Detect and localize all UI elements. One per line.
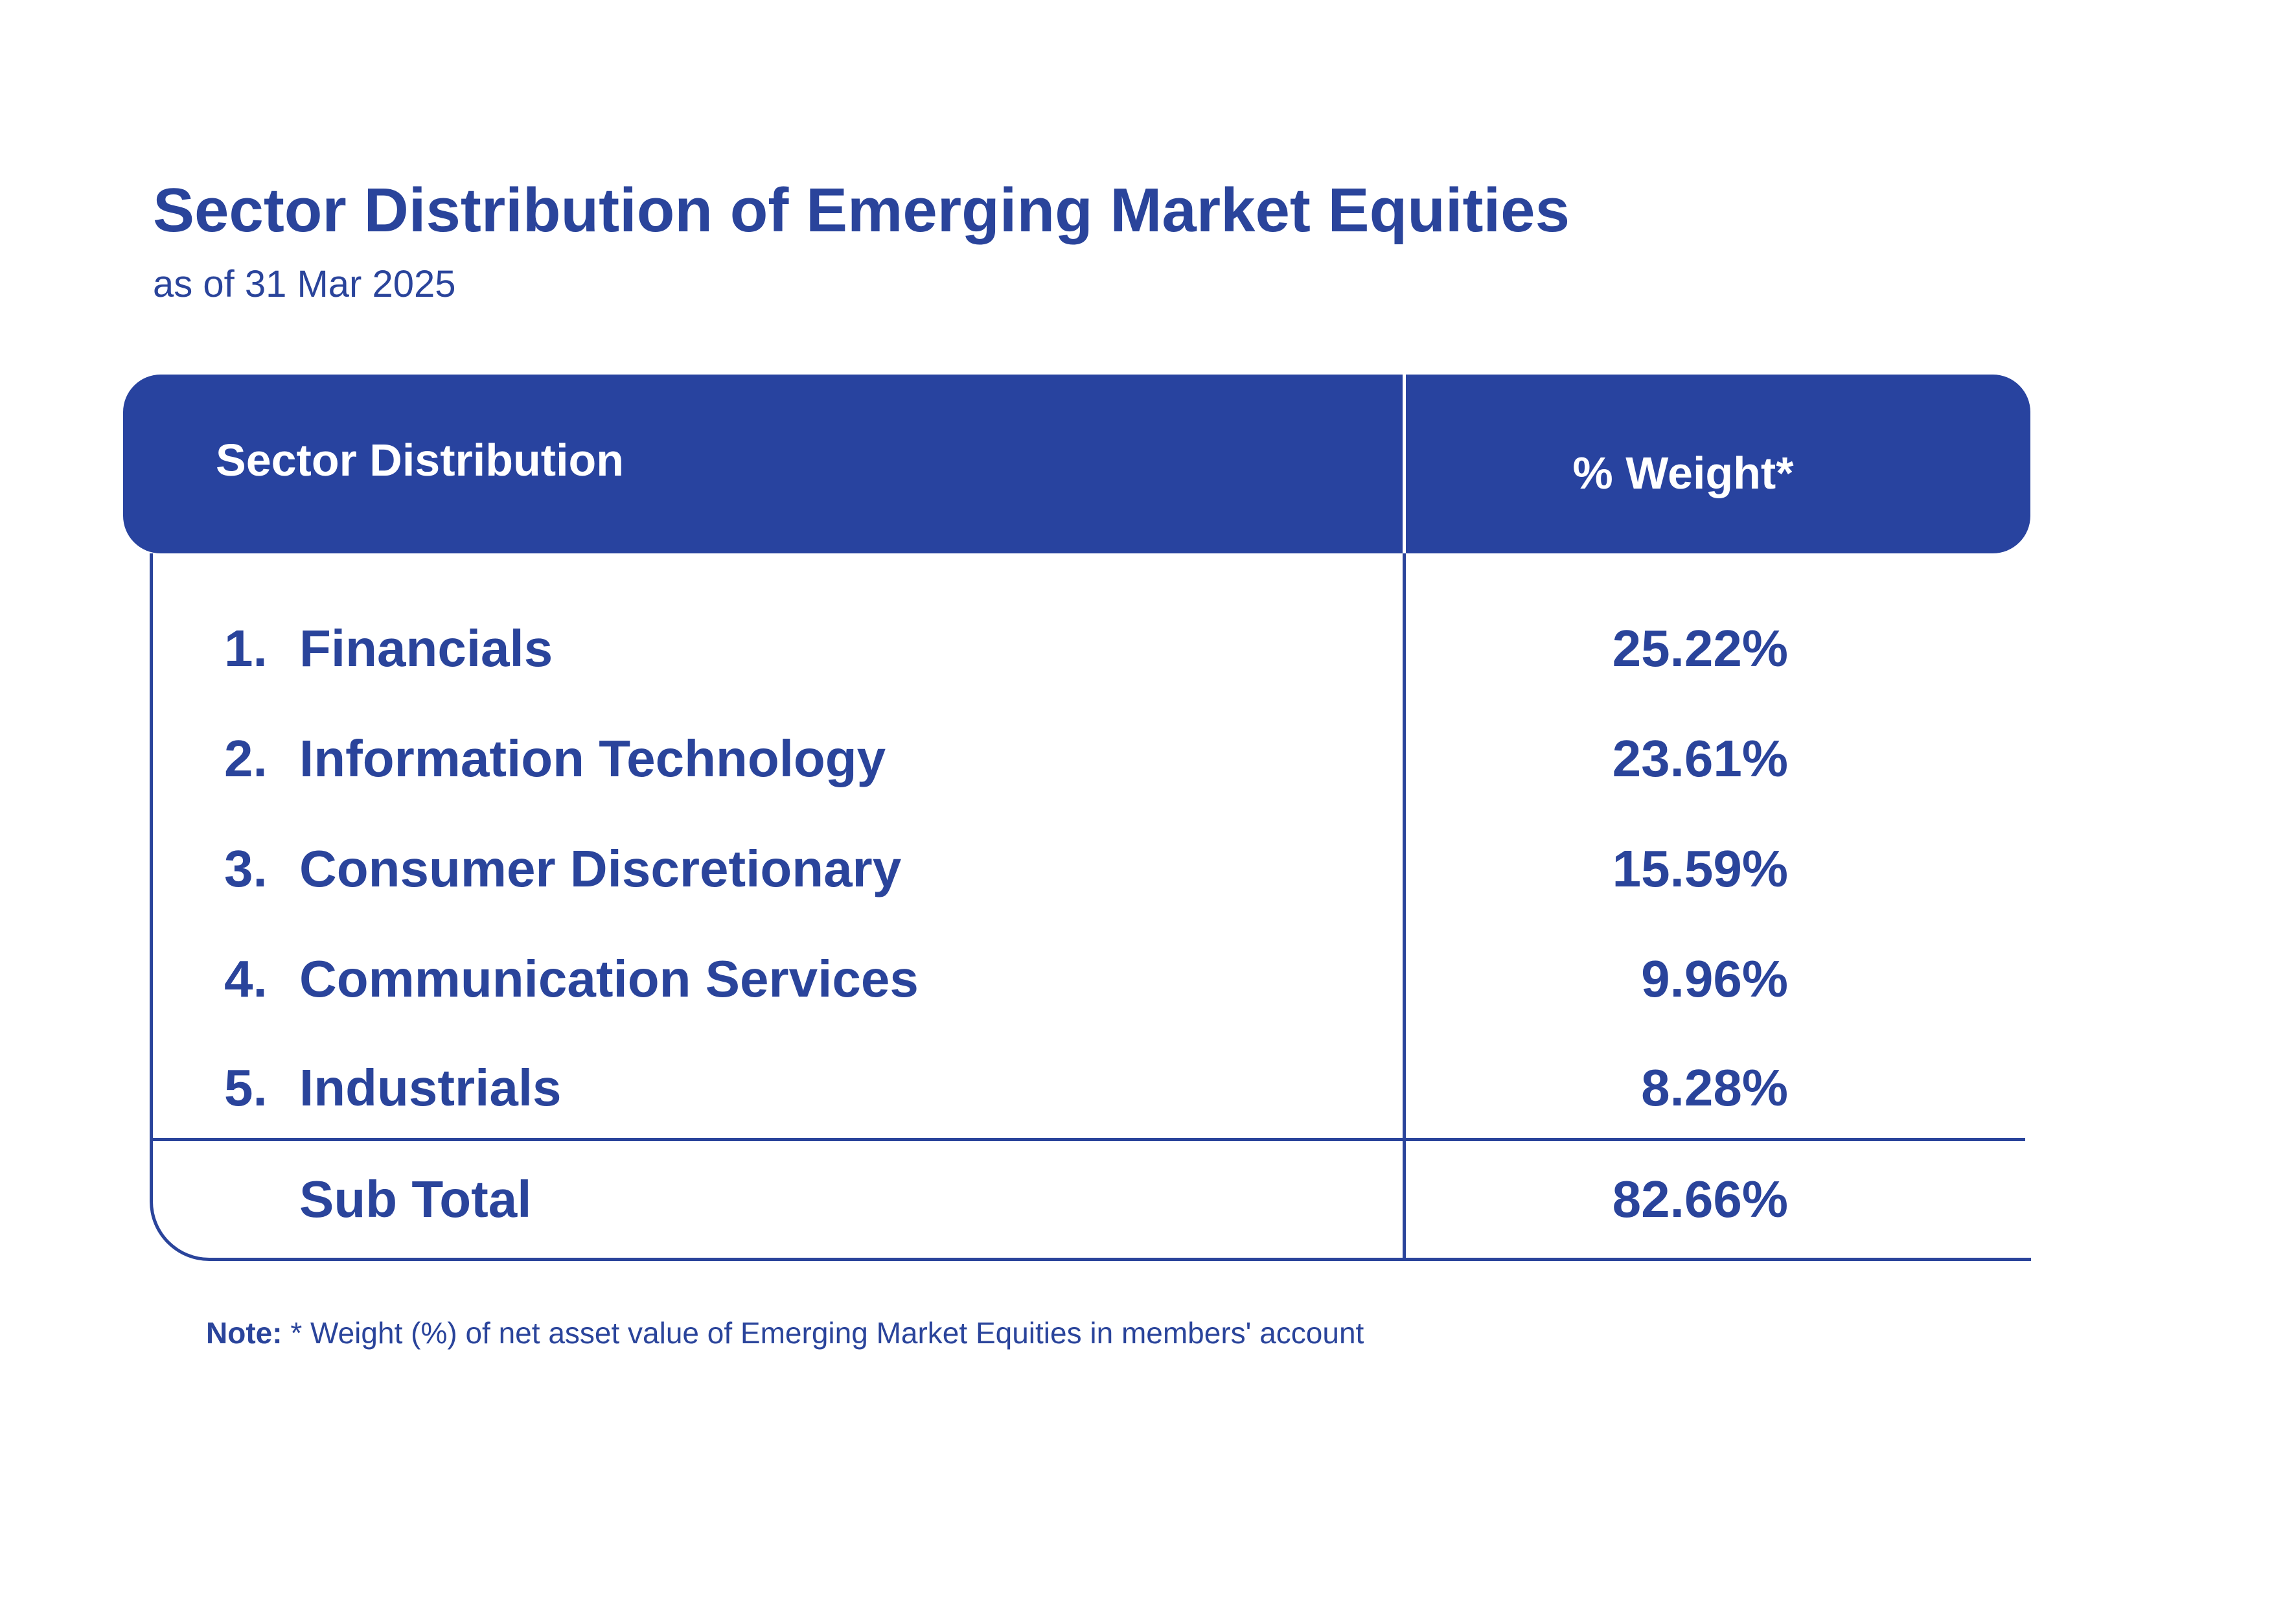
body-column-divider — [1403, 553, 1406, 1261]
page-subtitle: as of 31 Mar 2025 — [153, 263, 456, 305]
row-number: 1. — [224, 619, 268, 677]
table-body-frame — [150, 553, 2031, 1261]
subtotal-divider — [150, 1138, 2025, 1141]
footnote: Note: * Weight (%) of net asset value of… — [206, 1315, 1364, 1350]
row-weight-value: 8.28% — [1641, 1059, 1788, 1116]
table-row: 1. Financials 25.22% — [0, 619, 2296, 690]
page-title: Sector Distribution of Emerging Market E… — [153, 176, 1570, 245]
row-weight-value: 23.61% — [1612, 730, 1788, 787]
row-weight-value: 25.22% — [1612, 619, 1788, 677]
subtotal-label: Sub Total — [299, 1170, 532, 1228]
row-number: 3. — [224, 840, 268, 897]
header-weight: % Weight* — [1572, 448, 1794, 498]
row-sector-name: Industrials — [299, 1059, 562, 1116]
row-sector-name: Information Technology — [299, 730, 886, 787]
row-weight-value: 15.59% — [1612, 840, 1788, 897]
table-header — [123, 375, 2030, 553]
table-row: 3. Consumer Discretionary 15.59% — [0, 839, 2296, 910]
header-sector-distribution: Sector Distribution — [216, 435, 625, 485]
footnote-label: Note: — [206, 1316, 282, 1350]
row-weight-value: 9.96% — [1641, 950, 1788, 1008]
table-row: 2. Information Technology 23.61% — [0, 729, 2296, 800]
header-column-divider — [1403, 375, 1406, 553]
row-number: 4. — [224, 950, 268, 1008]
subtotal-value: 82.66% — [1612, 1170, 1788, 1228]
row-sector-name: Consumer Discretionary — [299, 840, 902, 897]
row-sector-name: Communication Services — [299, 950, 919, 1008]
subtotal-row: Sub Total 82.66% — [0, 1170, 2296, 1241]
row-number: 2. — [224, 730, 268, 787]
table-row: 4. Communication Services 9.96% — [0, 949, 2296, 1021]
row-sector-name: Financials — [299, 619, 553, 677]
footnote-text: * Weight (%) of net asset value of Emerg… — [282, 1316, 1364, 1350]
table-row: 5. Industrials 8.28% — [0, 1058, 2296, 1129]
row-number: 5. — [224, 1059, 268, 1116]
